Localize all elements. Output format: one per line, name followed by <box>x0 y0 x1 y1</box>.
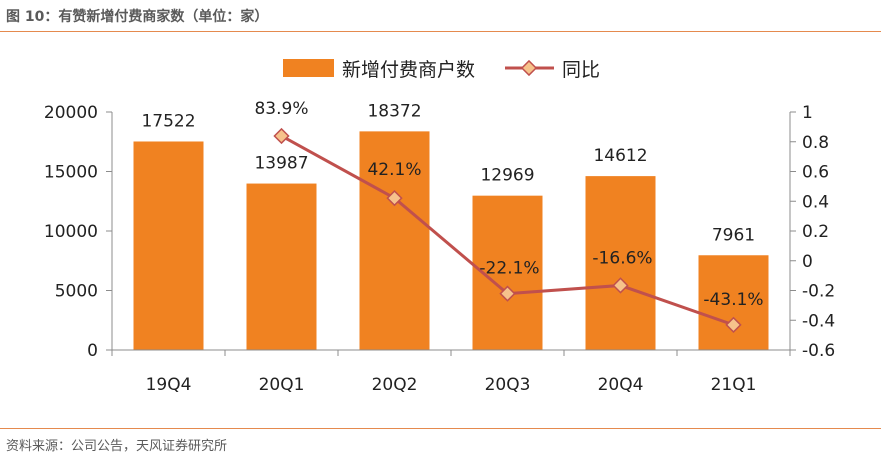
right-tick-label: -0.4 <box>802 311 835 331</box>
yoy-point <box>273 127 290 145</box>
x-axis: 19Q4 20Q1 20Q2 20Q3 20Q4 21Q1 <box>111 349 791 395</box>
left-tick-label: 10000 <box>44 222 98 242</box>
legend-line-marker <box>520 59 538 77</box>
x-tick-label: 20Q3 <box>485 375 531 395</box>
source-note: 资料来源：公司公告，天风证券研究所 <box>6 439 228 454</box>
left-tick-label: 20000 <box>44 103 98 123</box>
left-tick-label: 0 <box>87 341 98 361</box>
right-tick-label: 1 <box>802 103 813 123</box>
yoy-point <box>386 189 403 207</box>
bar-value-label: 13987 <box>254 154 308 174</box>
yoy-value-label: 42.1% <box>367 160 421 180</box>
line-series: 83.9% 42.1% -22.1% -16.6% -43.1% <box>254 99 764 333</box>
yoy-value-label: -16.6% <box>592 248 652 268</box>
x-tick-label: 20Q1 <box>259 375 305 395</box>
figure-title: 图 10：有赞新增付费商家数（单位：家） <box>6 9 269 25</box>
legend-bar-label: 新增付费商户数 <box>342 59 475 81</box>
yoy-value-label: -22.1% <box>479 259 539 279</box>
bar-value-label: 17522 <box>141 111 195 131</box>
top-rule <box>0 31 881 32</box>
right-tick-label: 0.4 <box>802 192 829 212</box>
yoy-point <box>725 316 742 333</box>
right-tick-label: -0.2 <box>802 282 835 302</box>
yoy-point <box>612 277 629 294</box>
bar-value-label: 18372 <box>367 101 421 121</box>
legend-line-label: 同比 <box>562 59 600 81</box>
left-tick-label: 5000 <box>55 282 98 302</box>
bottom-rule <box>0 428 881 429</box>
bar-series: 17522 13987 18372 12969 14612 7961 <box>133 101 769 350</box>
right-tick-label: -0.6 <box>802 341 835 361</box>
legend: 新增付费商户数 同比 <box>283 59 600 81</box>
legend-bar-swatch <box>283 59 334 77</box>
right-axis: -0.6 -0.4 -0.2 0 0.2 0.4 0.6 0.8 1 <box>789 103 835 361</box>
bar <box>359 131 430 350</box>
bar <box>698 255 769 350</box>
bar <box>585 176 656 350</box>
bar-value-label: 14612 <box>593 146 647 166</box>
x-tick-label: 19Q4 <box>146 375 192 395</box>
combo-chart: 新增付费商户数 同比 0 5000 10000 15000 20000 -0.6 -0.4… <box>44 59 835 395</box>
left-axis: 0 5000 10000 15000 20000 <box>44 103 113 361</box>
x-tick-label: 21Q1 <box>711 375 757 395</box>
yoy-value-label: 83.9% <box>254 99 308 119</box>
right-tick-label: 0.6 <box>802 163 829 183</box>
right-tick-label: 0 <box>802 252 813 272</box>
yoy-value-label: -43.1% <box>703 290 763 310</box>
yoy-point <box>499 285 516 302</box>
x-tick-label: 20Q4 <box>598 375 644 395</box>
right-tick-label: 0.2 <box>802 222 829 242</box>
right-tick-label: 0.8 <box>802 133 829 153</box>
x-tick-label: 20Q2 <box>372 375 418 395</box>
bar <box>133 141 204 350</box>
bar-value-label: 7961 <box>712 225 755 245</box>
bar-value-label: 12969 <box>480 166 534 186</box>
left-tick-label: 15000 <box>44 163 98 183</box>
bar <box>246 183 317 350</box>
